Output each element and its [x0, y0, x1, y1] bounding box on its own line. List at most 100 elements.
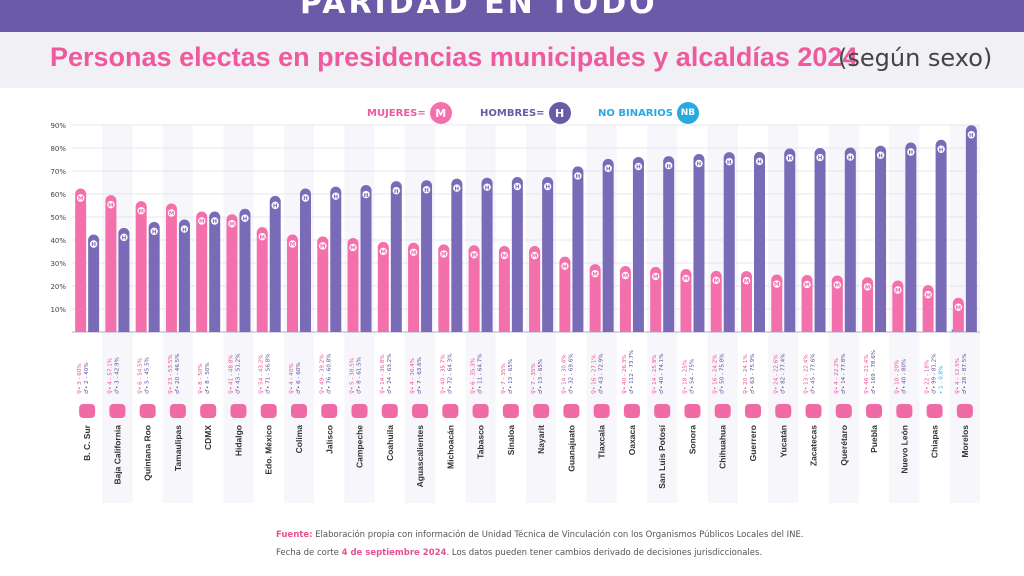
bar-men-icon	[604, 164, 612, 173]
bar-women-icon-letter: M	[199, 219, 204, 225]
category-label: Querétaro	[839, 425, 849, 466]
bar-women-icon-letter: M	[350, 246, 355, 252]
bar-men-icon	[967, 131, 976, 139]
bar-men	[481, 183, 493, 332]
category-label: Nayarit	[536, 425, 546, 454]
annotation-label: ♀• 16 - 24.2%	[713, 354, 719, 394]
annotation-label: ♀• 23 - 53.5%	[168, 354, 174, 394]
source-note: Fuente: Elaboración propia con informaci…	[276, 530, 804, 540]
bar-women-icon-letter: M	[895, 288, 900, 294]
bar-men-icon	[846, 153, 854, 161]
legend-men: HOMBRES= H	[480, 100, 571, 126]
bar-men-icon	[937, 145, 945, 153]
y-tick-label: 90%	[50, 122, 66, 130]
bar-women	[75, 194, 87, 332]
bar-men	[148, 227, 160, 332]
bar-women-icon-letter: M	[411, 250, 416, 256]
bar-women	[105, 200, 117, 332]
women-icon: M	[429, 102, 452, 124]
bar-men-icon-letter: H	[303, 196, 308, 202]
bar-women-icon	[349, 243, 357, 252]
annotation-label: ♀• 22 - 18%	[925, 360, 931, 394]
bar-men-icon	[483, 183, 491, 191]
cutoff-date: 4 de septiembre 2024	[341, 548, 447, 558]
bar-men	[300, 194, 311, 332]
bar-men	[905, 148, 917, 332]
bar-men-icon	[150, 227, 158, 236]
state-shape-icon	[835, 404, 852, 418]
bar-women-icon	[561, 262, 569, 270]
bar-women-icon	[833, 281, 841, 289]
state-shape-icon	[139, 404, 156, 418]
bar-men	[542, 182, 554, 332]
bar-men-icon-letter: H	[757, 160, 762, 166]
category-label: Nuevo León	[899, 425, 909, 474]
category-label: Baja California	[112, 425, 122, 485]
bar-men-icon	[89, 240, 98, 248]
bar-men	[421, 185, 433, 332]
legend-men-label: HOMBRES=	[480, 107, 545, 119]
state-shape-icon	[623, 404, 640, 418]
state-shape-icon	[230, 404, 247, 418]
y-tick-label: 10%	[50, 306, 66, 314]
annotation-label: ♂• 13 - 65%	[507, 359, 514, 394]
bar-women	[922, 290, 934, 332]
bar-women	[226, 219, 238, 332]
annotation-label: ♀• 3 - 60%	[77, 363, 83, 394]
annotation-label: ♀• 10 - 20%	[894, 360, 900, 394]
bar-women	[438, 249, 450, 332]
state-shape-icon	[260, 404, 277, 418]
bar-men	[390, 186, 402, 332]
category-label: Morelos	[960, 425, 970, 458]
bar-women	[771, 280, 783, 332]
bar-men-icon	[362, 190, 370, 199]
bar-women-icon-letter: M	[804, 283, 809, 289]
bar-men	[602, 164, 614, 332]
annotation-label: ♂• 20 - 46.5%	[174, 353, 181, 394]
bar-women-icon	[319, 242, 327, 250]
category-label: Oaxaca	[627, 425, 637, 456]
annotation-label: ♂• 169 - 78.6%	[870, 350, 877, 394]
annotation-label: ♀• 4 - 22.2%	[834, 358, 840, 394]
annotation-label: ♂• 32 - 69.6%	[567, 353, 574, 394]
bar-women	[287, 240, 298, 332]
annotation-label: ♂• 3 - 42.9%	[113, 357, 120, 394]
category-label: CDMX	[203, 425, 213, 450]
annotation-label: ♂• 43 - 72.9%	[598, 353, 605, 394]
bar-men	[693, 159, 705, 332]
bar-women-icon-letter: M	[956, 305, 961, 311]
category-label: Guanajuato	[566, 425, 576, 472]
annotation-label: ♀• 24 - 22.6%	[773, 354, 779, 394]
bar-men	[269, 201, 281, 332]
bar-women	[135, 206, 147, 332]
bar-men-icon-letter: H	[787, 156, 792, 162]
bar-women-icon-letter: M	[108, 203, 113, 209]
bar-men	[511, 182, 523, 332]
y-tick-label: 40%	[50, 237, 66, 245]
bar-women-icon	[742, 276, 751, 285]
annotation-label: ♀• 5 - 38.5%	[350, 358, 356, 394]
annotation-label: ♀• 14 - 25.9%	[652, 354, 658, 394]
category-label: Campeche	[355, 425, 365, 468]
bar-men-icon	[180, 225, 189, 233]
annotation-label: ♀• 4 - 57.1%	[107, 358, 113, 394]
bar-men-icon-letter: H	[182, 227, 187, 233]
annotation-label: ♂• 8 - 50%	[204, 362, 211, 394]
annotation-label: ♀• 7 - 35%	[531, 363, 537, 394]
bar-men-icon-letter: H	[91, 242, 96, 248]
bar-women-icon-letter: M	[865, 285, 870, 291]
bar-men	[814, 153, 826, 332]
bar-women-icon-letter: M	[562, 264, 567, 270]
state-shape-icon	[684, 404, 701, 418]
bar-women	[165, 208, 177, 332]
annotation-label: ♀• 4 - 36.4%	[410, 358, 416, 394]
men-icon: H	[548, 102, 571, 124]
state-shape-icon	[200, 404, 217, 418]
bar-men	[178, 225, 190, 332]
bar-women-icon-letter: M	[259, 235, 264, 241]
annotation-label: ♀• 40 - 26.3%	[622, 354, 628, 394]
y-tick-label: 60%	[50, 191, 66, 199]
cutoff-note: Fecha de corte 4 de septiembre 2024. Los…	[276, 548, 762, 558]
annotation-label: ♂• 5 - 45.5%	[144, 357, 151, 394]
legend-women-label: MUJERES=	[367, 107, 426, 119]
